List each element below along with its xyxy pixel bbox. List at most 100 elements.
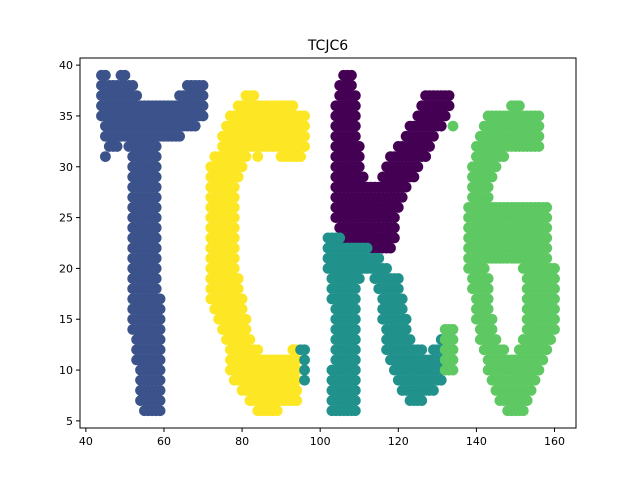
- data-point: [482, 293, 494, 305]
- data-point: [228, 242, 240, 254]
- data-point: [486, 313, 498, 325]
- data-point: [447, 344, 459, 356]
- data-point: [197, 100, 209, 112]
- data-point: [357, 171, 369, 183]
- series-1: [205, 90, 310, 417]
- data-point: [174, 130, 185, 142]
- data-point: [416, 344, 428, 356]
- data-point: [154, 364, 166, 376]
- data-point: [349, 354, 361, 366]
- data-point: [549, 273, 560, 284]
- data-point: [533, 364, 545, 376]
- data-point: [228, 252, 240, 264]
- data-point: [299, 141, 310, 152]
- x-tick-label: 100: [310, 435, 331, 448]
- y-tick-label: 30: [59, 161, 73, 174]
- data-point: [388, 232, 400, 244]
- data-point: [400, 181, 412, 193]
- data-point: [533, 130, 545, 142]
- data-point: [291, 374, 303, 386]
- data-point: [154, 384, 166, 396]
- data-point: [236, 303, 248, 315]
- data-point: [150, 232, 162, 244]
- data-point: [154, 405, 166, 417]
- data-point: [349, 90, 361, 102]
- data-point: [150, 191, 162, 203]
- data-point: [252, 344, 264, 356]
- data-point: [150, 181, 162, 193]
- data-point: [428, 384, 439, 396]
- series-4: [439, 100, 560, 417]
- data-point: [373, 252, 385, 264]
- data-point: [150, 252, 162, 264]
- data-point: [533, 120, 545, 132]
- data-point: [349, 100, 361, 112]
- data-point: [228, 232, 240, 244]
- data-point: [349, 303, 361, 315]
- data-point: [150, 161, 162, 173]
- series-3: [295, 232, 447, 417]
- data-point: [228, 263, 240, 274]
- series-0: [96, 69, 209, 417]
- data-point: [154, 293, 166, 305]
- data-point: [400, 324, 412, 335]
- data-point: [131, 90, 143, 102]
- data-point: [349, 130, 361, 142]
- data-point: [119, 69, 131, 81]
- data-point: [154, 334, 166, 345]
- data-point: [490, 161, 502, 173]
- data-point: [482, 283, 494, 295]
- data-point: [428, 130, 439, 142]
- data-point: [447, 334, 459, 345]
- data-point: [447, 120, 459, 132]
- data-point: [295, 151, 307, 163]
- data-point: [533, 110, 545, 122]
- data-point: [150, 212, 162, 223]
- data-point: [482, 303, 494, 315]
- data-point: [447, 324, 459, 335]
- data-point: [240, 151, 252, 163]
- data-point: [299, 110, 310, 122]
- data-point: [291, 395, 303, 406]
- data-point: [228, 202, 240, 213]
- data-point: [541, 222, 553, 234]
- data-point: [197, 80, 209, 91]
- data-point: [150, 242, 162, 254]
- data-point: [541, 232, 553, 244]
- data-point: [498, 344, 510, 356]
- data-point: [424, 141, 435, 152]
- data-point: [236, 293, 248, 305]
- data-point: [353, 161, 365, 173]
- data-point: [447, 364, 459, 376]
- data-point: [420, 151, 432, 163]
- data-point: [299, 344, 310, 356]
- x-tick-label: 120: [388, 435, 409, 448]
- y-tick-label: 10: [59, 364, 73, 377]
- data-point: [150, 171, 162, 183]
- x-tick-label: 80: [235, 435, 249, 448]
- data-point: [486, 171, 498, 183]
- data-point: [232, 283, 244, 295]
- x-tick-label: 40: [79, 435, 93, 448]
- data-point: [349, 384, 361, 396]
- data-point: [154, 313, 166, 325]
- data-point: [228, 212, 240, 223]
- data-point: [353, 151, 365, 163]
- plot-frame: [79, 57, 577, 429]
- y-tick-label: 5: [66, 415, 73, 428]
- data-point: [549, 324, 560, 335]
- y-axis: 5 10 15 20 25 30 35 40: [59, 59, 80, 428]
- data-point: [482, 181, 494, 193]
- data-point: [291, 384, 303, 396]
- data-point: [349, 405, 361, 417]
- data-point: [549, 303, 560, 315]
- data-point: [482, 273, 494, 284]
- data-point: [541, 252, 553, 264]
- data-point: [349, 395, 361, 406]
- data-point: [537, 354, 549, 366]
- data-point: [529, 374, 541, 386]
- points-layer: [96, 69, 560, 417]
- data-point: [287, 100, 299, 112]
- data-point: [349, 374, 361, 386]
- data-point: [443, 100, 455, 112]
